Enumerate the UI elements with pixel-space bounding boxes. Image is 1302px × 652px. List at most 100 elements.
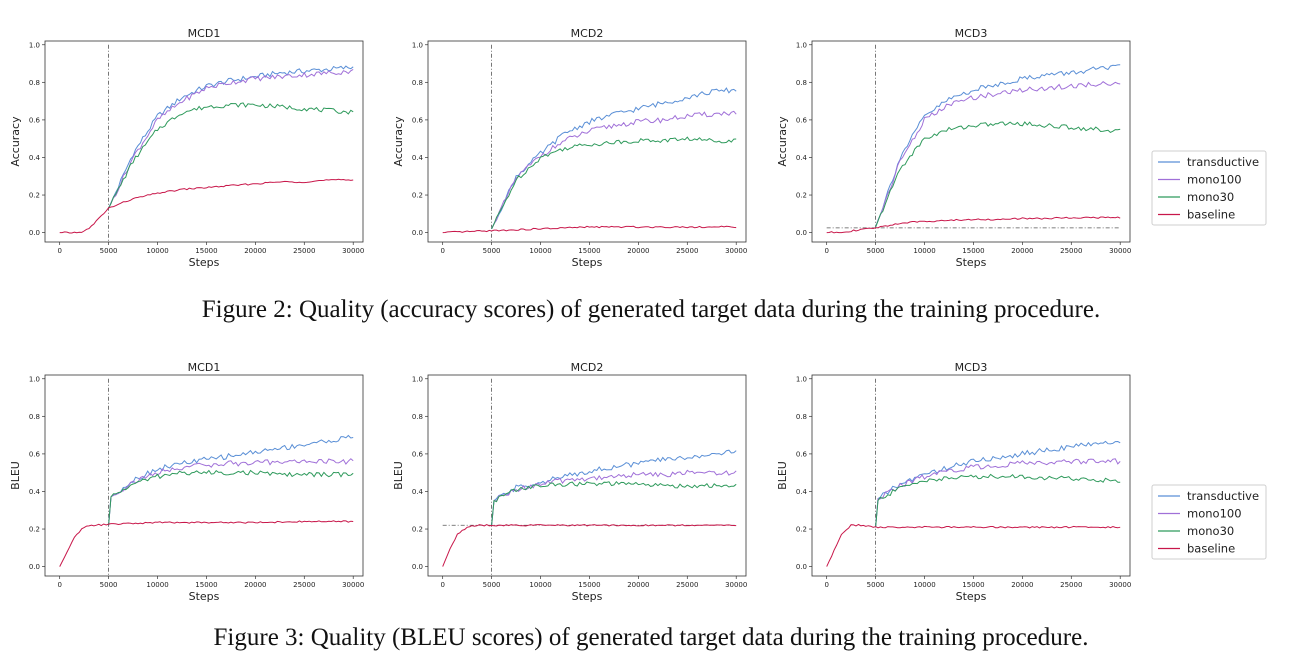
plot-frame bbox=[44, 40, 364, 243]
series-line-transductive bbox=[108, 65, 354, 209]
plot-frame bbox=[427, 374, 747, 577]
series-line-baseline bbox=[826, 523, 1121, 567]
series-line-baseline bbox=[442, 225, 737, 234]
y-tick-label: 0.4 bbox=[412, 154, 424, 162]
x-tick-label: 0 bbox=[57, 247, 61, 255]
y-tick-label: 1.0 bbox=[412, 375, 423, 383]
chart-title: MCD3 bbox=[955, 361, 988, 374]
y-tick-label: 1.0 bbox=[796, 41, 807, 49]
x-tick-label: 15000 bbox=[195, 581, 217, 589]
y-tick-label: 0.6 bbox=[796, 116, 808, 124]
series-line-mono100 bbox=[108, 458, 354, 526]
x-tick-label: 5000 bbox=[100, 581, 118, 589]
x-axis-label: Steps bbox=[572, 590, 603, 603]
chart-title: MCD1 bbox=[188, 27, 221, 40]
series-line-baseline bbox=[59, 520, 354, 567]
x-axis-label: Steps bbox=[572, 256, 603, 269]
series-line-mono30 bbox=[491, 480, 737, 526]
x-tick-label: 0 bbox=[824, 247, 828, 255]
x-tick-label: 30000 bbox=[725, 581, 747, 589]
chart-panel-3: MCD3 0 5000 10000 15000 20000 25000 30000 0.0 0.2… bbox=[776, 27, 1131, 269]
y-axis-label: Accuracy bbox=[776, 116, 789, 167]
x-tick-label: 15000 bbox=[962, 581, 984, 589]
x-tick-label: 15000 bbox=[195, 247, 217, 255]
x-tick-label: 0 bbox=[440, 247, 444, 255]
y-tick-label: 0.8 bbox=[29, 413, 40, 421]
legend-label-transductive: transductive bbox=[1187, 489, 1259, 503]
figure-canvas: MCD1 0 5000 10000 15000 20000 25000 30000 0.0 0.2… bbox=[9, 27, 1267, 603]
series-line-mono30 bbox=[491, 136, 737, 230]
x-tick-label: 0 bbox=[440, 581, 444, 589]
y-tick-label: 0.2 bbox=[29, 526, 40, 534]
chart-panel-4: MCD1 0 5000 10000 15000 20000 25000 30000 0.0 0.2… bbox=[9, 361, 364, 603]
figure-2-caption: Figure 2: Quality (accuracy scores) of g… bbox=[201, 296, 1101, 323]
x-tick-label: 30000 bbox=[1109, 247, 1131, 255]
legend-frame bbox=[1151, 150, 1267, 226]
y-axis-label: BLEU bbox=[392, 461, 405, 490]
x-tick-label: 5000 bbox=[483, 247, 501, 255]
y-tick-label: 0.6 bbox=[29, 450, 41, 458]
legend-2: transductive mono100 mono30 baseline bbox=[1151, 484, 1267, 560]
x-axis-label: Steps bbox=[956, 590, 987, 603]
plot-frame bbox=[427, 40, 747, 243]
chart-title: MCD2 bbox=[571, 27, 604, 40]
legend-label-mono30: mono30 bbox=[1187, 190, 1234, 204]
chart-title: MCD1 bbox=[188, 361, 221, 374]
legend-label-baseline: baseline bbox=[1187, 208, 1235, 222]
y-tick-label: 0.2 bbox=[412, 192, 423, 200]
chart-title: MCD2 bbox=[571, 361, 604, 374]
y-tick-label: 0.2 bbox=[796, 526, 807, 534]
x-tick-label: 30000 bbox=[725, 247, 747, 255]
x-tick-label: 10000 bbox=[529, 247, 551, 255]
y-tick-label: 0.8 bbox=[29, 79, 40, 87]
x-tick-label: 15000 bbox=[578, 247, 600, 255]
y-tick-label: 0.2 bbox=[29, 192, 40, 200]
x-tick-label: 20000 bbox=[1011, 581, 1033, 589]
x-tick-label: 5000 bbox=[867, 247, 885, 255]
y-tick-label: 0.2 bbox=[412, 526, 423, 534]
x-tick-label: 25000 bbox=[676, 581, 698, 589]
y-tick-label: 0.8 bbox=[412, 79, 423, 87]
y-tick-label: 0.8 bbox=[412, 413, 423, 421]
series-line-mono30 bbox=[875, 121, 1121, 228]
x-tick-label: 20000 bbox=[244, 247, 266, 255]
x-tick-label: 25000 bbox=[1060, 581, 1082, 589]
y-tick-label: 0.0 bbox=[412, 563, 423, 571]
plot-frame bbox=[811, 40, 1131, 243]
y-tick-label: 0.8 bbox=[796, 79, 807, 87]
y-tick-label: 0.0 bbox=[796, 229, 807, 237]
x-tick-label: 10000 bbox=[913, 581, 935, 589]
x-tick-label: 10000 bbox=[146, 247, 168, 255]
x-tick-label: 25000 bbox=[1060, 247, 1082, 255]
x-tick-label: 20000 bbox=[627, 581, 649, 589]
chart-panel-6: MCD3 0 5000 10000 15000 20000 25000 30000 0.0 0.2… bbox=[776, 361, 1131, 603]
x-tick-label: 0 bbox=[824, 581, 828, 589]
y-tick-label: 0.6 bbox=[29, 116, 41, 124]
x-tick-label: 25000 bbox=[293, 581, 315, 589]
legend-label-mono100: mono100 bbox=[1187, 173, 1242, 187]
legend-label-mono100: mono100 bbox=[1187, 507, 1242, 521]
y-tick-label: 0.4 bbox=[412, 488, 424, 496]
legend-label-mono30: mono30 bbox=[1187, 524, 1234, 538]
y-tick-label: 0.0 bbox=[412, 229, 423, 237]
series-line-transductive bbox=[875, 64, 1121, 228]
x-tick-label: 5000 bbox=[867, 581, 885, 589]
y-tick-label: 1.0 bbox=[796, 375, 807, 383]
x-tick-label: 30000 bbox=[1109, 581, 1131, 589]
y-tick-label: 0.4 bbox=[29, 488, 41, 496]
series-line-mono100 bbox=[108, 68, 354, 209]
legend-label-baseline: baseline bbox=[1187, 542, 1235, 556]
y-tick-label: 0.6 bbox=[412, 450, 424, 458]
y-tick-label: 0.6 bbox=[412, 116, 424, 124]
y-tick-label: 0.0 bbox=[796, 563, 807, 571]
y-axis-label: Accuracy bbox=[9, 116, 22, 167]
y-tick-label: 1.0 bbox=[29, 375, 40, 383]
y-tick-label: 0.2 bbox=[796, 192, 807, 200]
x-tick-label: 15000 bbox=[578, 581, 600, 589]
series-line-mono30 bbox=[875, 473, 1121, 528]
x-tick-label: 15000 bbox=[962, 247, 984, 255]
x-tick-label: 30000 bbox=[342, 581, 364, 589]
x-tick-label: 30000 bbox=[342, 247, 364, 255]
figure-3-caption: Figure 3: Quality (BLEU scores) of gener… bbox=[213, 624, 1089, 651]
y-tick-label: 0.4 bbox=[796, 488, 808, 496]
